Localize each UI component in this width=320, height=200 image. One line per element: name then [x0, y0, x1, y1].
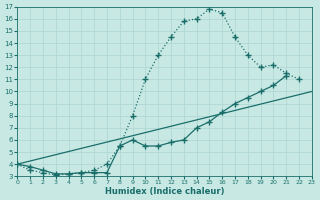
X-axis label: Humidex (Indice chaleur): Humidex (Indice chaleur): [105, 187, 224, 196]
